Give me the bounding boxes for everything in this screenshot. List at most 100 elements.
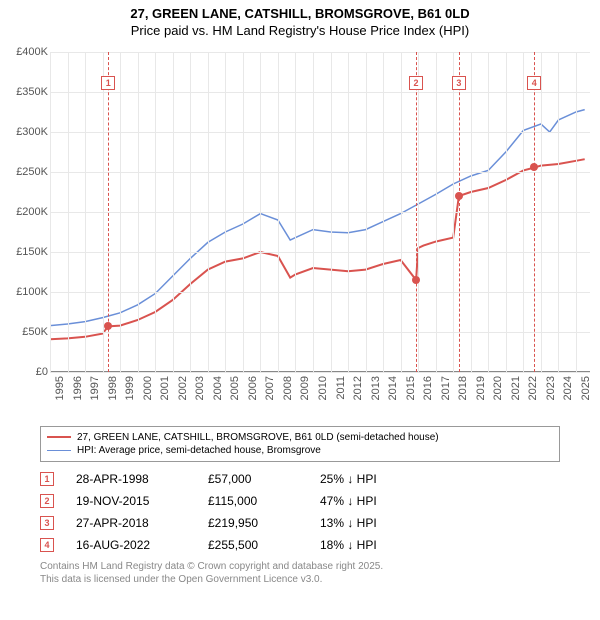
xtick-label: 2012 (352, 376, 364, 400)
xtick-label: 2023 (545, 376, 557, 400)
gridline-v (471, 52, 472, 372)
legend-item: 27, GREEN LANE, CATSHILL, BROMSGROVE, B6… (47, 431, 553, 444)
xtick-label: 1996 (72, 376, 84, 400)
footer-line-2: This data is licensed under the Open Gov… (40, 573, 560, 586)
transaction-row: 327-APR-2018£219,95013% ↓ HPI (40, 512, 560, 534)
gridline-v (383, 52, 384, 372)
legend-swatch (47, 450, 71, 452)
gridline-v (506, 52, 507, 372)
xtick-label: 2013 (370, 376, 382, 400)
chart-subtitle: Price paid vs. HM Land Registry's House … (0, 23, 600, 42)
legend-item: HPI: Average price, semi-detached house,… (47, 444, 553, 457)
legend-swatch (47, 436, 71, 438)
transaction-badge: 1 (40, 472, 54, 486)
transaction-badge: 2 (40, 494, 54, 508)
gridline-v (453, 52, 454, 372)
sale-point (412, 276, 420, 284)
gridline-v (436, 52, 437, 372)
transactions-table: 128-APR-1998£57,00025% ↓ HPI 2 19-NOV-2015… (40, 468, 560, 556)
xtick-label: 2004 (212, 376, 224, 400)
sale-marker-badge: 1 (101, 76, 115, 90)
gridline-h (50, 332, 590, 333)
xtick-label: 2015 (405, 376, 417, 400)
gridline-v (155, 52, 156, 372)
gridline-v (295, 52, 296, 372)
transaction-date: 19-NOV-2015 (76, 494, 186, 508)
sale-marker-line (534, 52, 535, 372)
xtick-label: 2019 (475, 376, 487, 400)
gridline-v (260, 52, 261, 372)
xtick-label: 2005 (229, 376, 241, 400)
xtick-label: 2022 (527, 376, 539, 400)
transaction-price: £115,000 (208, 494, 298, 508)
legend-label: 27, GREEN LANE, CATSHILL, BROMSGROVE, B6… (77, 432, 439, 443)
xtick-label: 2020 (492, 376, 504, 400)
series-line (50, 109, 585, 325)
gridline-v (120, 52, 121, 372)
sale-point (455, 192, 463, 200)
xtick-label: 2016 (422, 376, 434, 400)
gridline-h (50, 132, 590, 133)
xtick-label: 2025 (580, 376, 592, 400)
ytick-label: £0 (0, 366, 48, 378)
xtick-label: 2000 (142, 376, 154, 400)
ytick-label: £100K (0, 286, 48, 298)
sale-marker-line (416, 52, 417, 372)
gridline-h (50, 92, 590, 93)
xtick-label: 2014 (387, 376, 399, 400)
transaction-price: £219,950 (208, 516, 298, 530)
transaction-delta: 18% ↓ HPI (320, 538, 440, 552)
gridline-v (173, 52, 174, 372)
gridline-v (418, 52, 419, 372)
gridline-h (50, 252, 590, 253)
legend-label: HPI: Average price, semi-detached house,… (77, 445, 321, 456)
gridline-v (576, 52, 577, 372)
sale-point (530, 163, 538, 171)
gridline-v (85, 52, 86, 372)
ytick-label: £150K (0, 246, 48, 258)
gridline-v (50, 52, 51, 372)
sale-marker-badge: 3 (452, 76, 466, 90)
chart-area: £0£50K£100K£150K£200K£250K£300K£350K£400… (0, 42, 600, 422)
transaction-date: 16-AUG-2022 (76, 538, 186, 552)
xtick-label: 2002 (177, 376, 189, 400)
transaction-delta: 13% ↓ HPI (320, 516, 440, 530)
transaction-row: 219-NOV-2015£115,00047% ↓ HPI (40, 490, 560, 512)
xtick-label: 2009 (299, 376, 311, 400)
transaction-row: 128-APR-1998£57,00025% ↓ HPI (40, 468, 560, 490)
gridline-v (190, 52, 191, 372)
gridline-v (366, 52, 367, 372)
gridline-v (313, 52, 314, 372)
gridline-h (50, 52, 590, 53)
gridline-v (243, 52, 244, 372)
gridline-v (278, 52, 279, 372)
xtick-label: 2018 (457, 376, 469, 400)
xtick-label: 1995 (54, 376, 66, 400)
transaction-row: 4 16-AUG-2022 £255,500 18% ↓ HPI (40, 534, 560, 556)
gridline-h (50, 172, 590, 173)
gridline-v (558, 52, 559, 372)
xtick-label: 2007 (264, 376, 276, 400)
sale-point (104, 322, 112, 330)
gridline-v (208, 52, 209, 372)
chart-title: 27, GREEN LANE, CATSHILL, BROMSGROVE, B6… (0, 0, 600, 23)
footer-line-1: Contains HM Land Registry data © Crown c… (40, 560, 560, 573)
xtick-label: 1998 (107, 376, 119, 400)
gridline-v (68, 52, 69, 372)
transaction-delta: 25% ↓ HPI (320, 472, 440, 486)
xtick-label: 2003 (194, 376, 206, 400)
chart-container: 27, GREEN LANE, CATSHILL, BROMSGROVE, B6… (0, 0, 600, 620)
xtick-label: 2024 (562, 376, 574, 400)
gridline-h (50, 372, 590, 373)
xtick-label: 2006 (247, 376, 259, 400)
gridline-h (50, 212, 590, 213)
transaction-price: £255,500 (208, 538, 298, 552)
transaction-badge: 4 (40, 538, 54, 552)
sale-marker-badge: 2 (409, 76, 423, 90)
gridline-v (331, 52, 332, 372)
series-line (50, 159, 585, 339)
gridline-v (138, 52, 139, 372)
gridline-v (348, 52, 349, 372)
ytick-label: £200K (0, 206, 48, 218)
xtick-label: 2017 (440, 376, 452, 400)
